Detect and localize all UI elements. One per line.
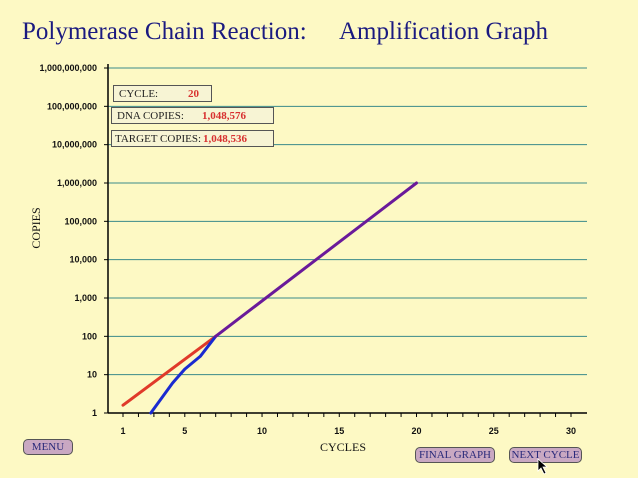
final-graph-button[interactable]: FINAL GRAPH	[415, 447, 495, 463]
x-tick-label: 25	[489, 426, 499, 436]
cycle-label: CYCLE:	[119, 88, 159, 100]
page-subtitle: Amplification Graph	[339, 18, 548, 45]
page-title: Polymerase Chain Reaction:	[22, 18, 307, 45]
target-copies-value: 1,048,536	[203, 133, 247, 145]
y-tick-label: 1,000	[74, 293, 97, 303]
y-tick-label: 100,000,000	[47, 101, 97, 111]
dna-copies-label: DNA COPIES:	[117, 110, 184, 122]
x-tick-label: 5	[182, 426, 187, 436]
mouse-cursor-icon	[537, 458, 549, 475]
next-cycle-button[interactable]: NEXT CYCLE	[509, 447, 582, 463]
y-tick-label: 1,000,000,000	[39, 63, 97, 73]
dna-copies-value: 1,048,576	[202, 110, 246, 122]
x-tick-label: 1	[120, 426, 125, 436]
y-tick-label: 10	[87, 370, 97, 380]
series-line-0	[121, 334, 218, 407]
y-tick-label: 10,000,000	[52, 140, 97, 150]
menu-button[interactable]: MENU	[23, 439, 73, 455]
x-tick-label: 15	[334, 426, 344, 436]
y-tick-label: 100,000	[64, 216, 97, 226]
cycle-value: 20	[188, 88, 199, 100]
y-tick-label: 10,000	[69, 255, 97, 265]
y-tick-label: 100	[82, 331, 97, 341]
y-tick-label: 1	[92, 408, 97, 418]
target-copies-label: TARGET COPIES:	[115, 133, 202, 145]
x-tick-label: 20	[412, 426, 422, 436]
x-tick-label: 30	[566, 426, 576, 436]
x-tick-label: 10	[257, 426, 267, 436]
dna-copies-box: DNA COPIES: 1,048,576	[111, 107, 274, 124]
target-copies-box: TARGET COPIES: 1,048,536	[111, 130, 274, 147]
x-axis-label: CYCLES	[320, 440, 366, 454]
series-line-2	[214, 181, 418, 338]
y-axis-label: COPIES	[29, 207, 43, 248]
cycle-box: CYCLE: 20	[113, 85, 212, 102]
y-tick-label: 1,000,000	[57, 178, 97, 188]
series-line-1	[149, 334, 218, 415]
